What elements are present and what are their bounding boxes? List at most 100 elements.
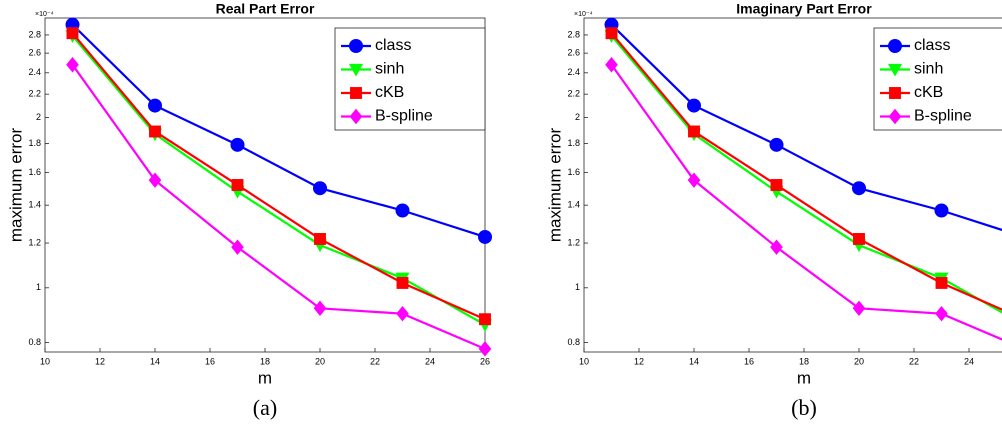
- x-axis-label: m: [797, 368, 811, 387]
- y-axis-label: maximum error: [545, 128, 564, 243]
- marker: [349, 63, 363, 77]
- marker: [687, 98, 701, 113]
- x-tick-label: 20: [854, 356, 864, 366]
- chart-title: Real Part Error: [216, 1, 315, 17]
- chart: Imaginary Part Error ×10⁻⁴ m maximum error (…: [545, 1, 1002, 420]
- y-tick-label: 1.8: [567, 138, 580, 148]
- series-line: [71, 35, 486, 326]
- x-axis-label: m: [258, 368, 272, 387]
- legend-label: sinh: [375, 61, 404, 78]
- marker: [350, 87, 362, 99]
- marker: [349, 39, 363, 53]
- marker: [935, 276, 948, 289]
- y-tick-label: 2.2: [567, 89, 580, 99]
- series-line: [610, 32, 1002, 311]
- marker: [148, 172, 162, 188]
- y-tick-label: 1.8: [28, 138, 41, 148]
- y-tick-label: 2.4: [28, 67, 41, 77]
- series-line: [71, 32, 486, 321]
- x-tick-label: 18: [799, 356, 809, 366]
- chart-title: Imaginary Part Error: [736, 1, 872, 17]
- marker: [688, 125, 700, 138]
- legend-label: sinh: [914, 61, 943, 78]
- marker: [605, 27, 618, 40]
- y-tick-label: 2: [575, 112, 580, 122]
- caption: (a): [253, 395, 277, 420]
- x-tick-label: 24: [425, 356, 435, 366]
- x-tick-label: 10: [579, 356, 589, 366]
- legend-label: cKB: [375, 84, 404, 101]
- marker: [769, 137, 784, 152]
- y-tick-label: 2.8: [28, 29, 41, 39]
- y-tick-label: 2.4: [567, 67, 580, 77]
- y-tick-label: 1.4: [28, 200, 41, 210]
- legend-label: cKB: [914, 84, 943, 101]
- marker: [149, 125, 161, 138]
- x-tick-label: 26: [480, 356, 490, 366]
- x-tick-label: 12: [634, 356, 644, 366]
- marker: [231, 239, 244, 255]
- x-tick-label: 14: [150, 356, 160, 366]
- y-tick-label: 2.6: [567, 48, 580, 58]
- marker: [349, 108, 363, 125]
- legend-label: class: [375, 37, 411, 54]
- y-tick-label: 2.8: [567, 29, 580, 39]
- y-tick-label: 1: [36, 282, 41, 292]
- marker: [231, 179, 244, 191]
- legend-label: class: [914, 37, 950, 54]
- y-tick-label: 1.6: [567, 167, 580, 177]
- marker: [479, 313, 491, 326]
- chart: Real Part Error ×10⁻⁴ m maximum error (a) 10 1…: [6, 1, 492, 420]
- y-tick-label: 0.8: [28, 337, 41, 347]
- marker: [314, 233, 326, 245]
- marker: [888, 39, 902, 53]
- marker: [889, 87, 901, 99]
- series-line: [71, 64, 486, 350]
- legend-label: B-spline: [914, 108, 972, 125]
- x-tick-label: 20: [315, 356, 325, 366]
- x-tick-label: 18: [260, 356, 270, 366]
- marker: [66, 27, 79, 40]
- marker: [230, 137, 245, 152]
- marker: [396, 276, 409, 289]
- y-tick-label: 1: [575, 282, 580, 292]
- marker: [888, 63, 902, 77]
- marker: [770, 179, 783, 191]
- y-tick-label: 1.2: [567, 237, 580, 247]
- y-tick-label: 0.8: [567, 337, 580, 347]
- marker: [148, 98, 162, 113]
- y-tick-label: 2.6: [28, 48, 41, 58]
- y-axis-label: maximum error: [6, 128, 25, 243]
- marker: [313, 300, 327, 316]
- x-tick-label: 12: [95, 356, 105, 366]
- marker: [852, 181, 866, 196]
- marker: [66, 57, 79, 73]
- legend-label: B-spline: [375, 108, 433, 125]
- y-multiplier: ×10⁻⁴: [35, 11, 54, 18]
- x-tick-label: 24: [964, 356, 974, 366]
- y-tick-label: 2: [36, 112, 41, 122]
- x-tick-label: 14: [689, 356, 699, 366]
- marker: [396, 305, 409, 322]
- x-tick-label: 22: [909, 356, 919, 366]
- y-tick-label: 2.2: [28, 89, 41, 99]
- y-tick-label: 1.6: [28, 167, 41, 177]
- marker: [934, 203, 949, 218]
- x-tick-label: 16: [744, 356, 754, 366]
- marker: [395, 203, 410, 218]
- series-line: [610, 64, 1002, 341]
- marker: [853, 233, 865, 245]
- series-line: [71, 23, 486, 239]
- y-tick-label: 1.2: [28, 237, 41, 247]
- x-tick-label: 16: [205, 356, 215, 366]
- y-multiplier: ×10⁻⁴: [574, 11, 593, 18]
- caption: (b): [791, 395, 817, 420]
- series-line: [610, 35, 1002, 314]
- x-tick-label: 22: [370, 356, 380, 366]
- x-tick-label: 10: [40, 356, 50, 366]
- marker: [478, 229, 492, 244]
- marker: [478, 341, 492, 357]
- series-line: [610, 23, 1002, 232]
